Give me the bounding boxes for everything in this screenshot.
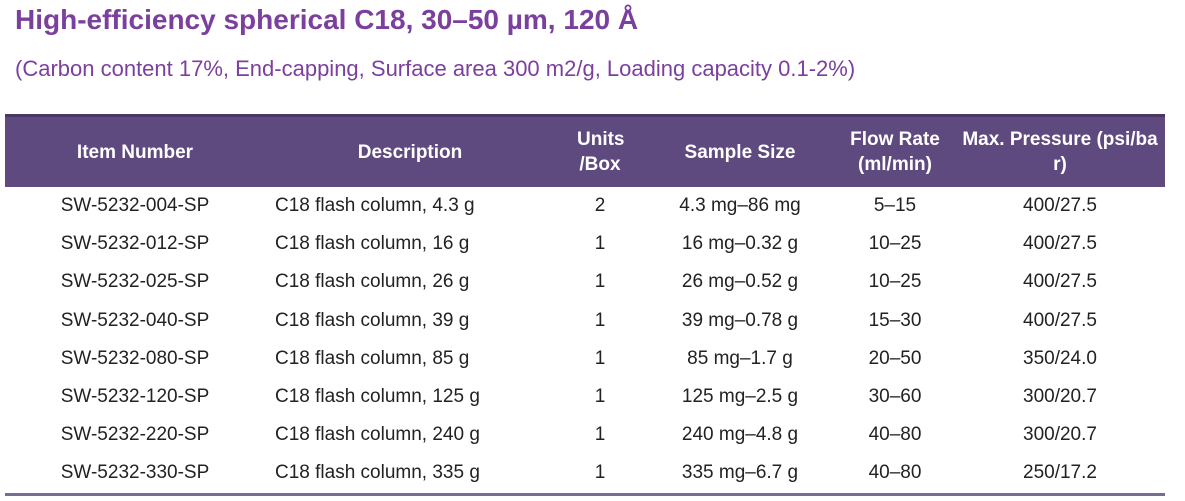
table-cell: 40–80: [868, 424, 922, 446]
table-cell: SW-5232-025-SP: [60, 271, 210, 293]
table-cell: C18 flash column, 85 g: [275, 347, 470, 369]
column-header: Item Number: [76, 141, 194, 163]
column-header: Units /Box: [577, 129, 625, 175]
table-cell: 1: [594, 271, 606, 293]
table-cell: 16 mg–0.32 g: [681, 233, 799, 255]
table-cell: 85 mg–1.7 g: [687, 347, 793, 369]
column-header: Description: [357, 141, 463, 163]
column-header: Sample Size: [684, 141, 796, 163]
table-cell: 1: [594, 424, 606, 446]
column-header: Flow Rate (ml/min): [850, 129, 940, 175]
table-cell: C18 flash column, 335 g: [275, 462, 480, 484]
table-cell: 1: [594, 233, 606, 255]
table-cell: 40–80: [868, 462, 922, 484]
table-cell: SW-5232-120-SP: [60, 386, 210, 408]
table-cell: 15–30: [868, 309, 922, 331]
table-cell: SW-5232-080-SP: [60, 347, 210, 369]
table-cell: 400/27.5: [1023, 309, 1097, 331]
table-row: SW-5232-330-SP C18 flash column, 335 g 1 33…: [5, 454, 1165, 494]
header-row: Item Number Description Units /Box Sample S…: [5, 115, 1165, 187]
table-cell: 400/27.5: [1023, 195, 1097, 217]
table-cell: 350/24.0: [1023, 347, 1097, 369]
table-cell: 335 mg–6.7 g: [681, 462, 799, 484]
table-cell: 10–25: [868, 271, 922, 293]
title: High-efficiency spherical C18, 30–50 µm,…: [15, 4, 639, 35]
table-cell: 1: [594, 462, 606, 484]
table-cell: SW-5232-040-SP: [60, 309, 210, 331]
table-cell: C18 flash column, 4.3 g: [275, 195, 475, 217]
table-row: SW-5232-220-SP C18 flash column, 240 g 1 24…: [5, 416, 1165, 454]
table-cell: 30–60: [868, 386, 922, 408]
table-cell: C18 flash column, 39 g: [275, 309, 470, 331]
table-cell: 26 mg–0.52 g: [681, 271, 799, 293]
table-cell: 1: [594, 347, 606, 369]
table-cell: 1: [594, 309, 606, 331]
table-row: SW-5232-120-SP C18 flash column, 125 g 1 12…: [5, 378, 1165, 416]
table-cell: 4.3 mg–86 mg: [679, 195, 801, 217]
table-row: SW-5232-025-SP C18 flash column, 26 g 1 26 …: [5, 263, 1165, 301]
table-cell: 300/20.7: [1023, 386, 1097, 408]
table-cell: 400/27.5: [1023, 233, 1097, 255]
subtitle: (Carbon content 17%, End-capping, Surfac…: [15, 56, 856, 81]
table-cell: C18 flash column, 26 g: [275, 271, 470, 293]
table-cell: SW-5232-220-SP: [60, 424, 210, 446]
table-cell: 1: [594, 386, 606, 408]
table-cell: C18 flash column, 16 g: [275, 233, 470, 255]
table-cell: SW-5232-004-SP: [60, 195, 210, 217]
table-cell: SW-5232-012-SP: [60, 233, 210, 255]
table-cell: 240 mg–4.8 g: [681, 424, 799, 446]
table-cell: 300/20.7: [1023, 424, 1097, 446]
table-row: SW-5232-040-SP C18 flash column, 39 g 1 39 …: [5, 302, 1165, 340]
table-cell: 125 mg–2.5 g: [681, 386, 799, 408]
column-header: Max. Pressure (psi/bar): [962, 129, 1158, 175]
table-cell: 20–50: [868, 347, 922, 369]
table-cell: 39 mg–0.78 g: [681, 309, 799, 331]
table-cell: SW-5232-330-SP: [60, 462, 210, 484]
table-row: SW-5232-004-SP C18 flash column, 4.3 g 2 4.…: [5, 187, 1165, 225]
table-cell: C18 flash column, 240 g: [275, 424, 480, 446]
table-cell: 250/17.2: [1023, 462, 1097, 484]
table-cell: 2: [594, 195, 606, 217]
table-cell: 400/27.5: [1023, 271, 1097, 293]
table-cell: C18 flash column, 125 g: [275, 386, 480, 408]
table-cell: 5–15: [873, 195, 917, 217]
table-row: SW-5232-080-SP C18 flash column, 85 g 1 85 …: [5, 340, 1165, 378]
table-cell: 10–25: [868, 233, 922, 255]
product-table: Item Number Description Units /Box Sample S…: [5, 114, 1165, 496]
table-row: SW-5232-012-SP C18 flash column, 16 g 1 16 …: [5, 225, 1165, 263]
